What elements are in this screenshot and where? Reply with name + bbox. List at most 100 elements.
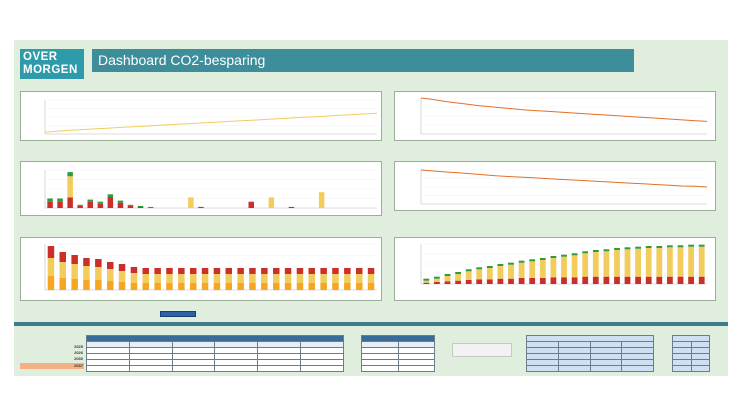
bar-segment: [444, 281, 451, 284]
toggle-button[interactable]: [160, 311, 196, 317]
bar-segment: [130, 273, 138, 283]
bar-segment: [486, 268, 493, 280]
bar-segment: [47, 201, 53, 208]
bar-segment: [344, 274, 351, 283]
stacked-bar-chart-mid-left: [44, 169, 377, 209]
bar-segment: [688, 276, 694, 284]
bar-segment: [308, 274, 315, 283]
bar-segment: [582, 276, 589, 284]
bar-segment: [356, 283, 363, 290]
bar-segment: [367, 283, 375, 290]
year-label: 2037: [74, 363, 83, 368]
summary-table-right: [526, 335, 654, 372]
bar-segment: [434, 282, 440, 284]
bar-segment: [166, 274, 173, 283]
bar-segment: [47, 246, 55, 258]
bar-segment: [332, 283, 339, 290]
bar-segment: [154, 274, 161, 283]
logo-line-2: MORGEN: [23, 64, 78, 76]
bar-segment: [95, 267, 102, 280]
bar-segment: [142, 274, 149, 283]
bar-segment: [142, 268, 149, 274]
bar-segment: [142, 283, 149, 290]
bar-segment: [497, 278, 504, 284]
bar-segment: [107, 197, 114, 208]
bar-segment: [95, 259, 102, 267]
bar-segment: [603, 249, 610, 252]
bar-segment: [465, 271, 472, 280]
bar-segment: [188, 197, 194, 208]
bar-segment: [667, 276, 673, 284]
bar-segment: [130, 267, 138, 273]
chart-panel-mid-right[interactable]: [394, 161, 716, 211]
bar-segment: [582, 253, 589, 277]
bar-segment: [261, 268, 268, 274]
bar-segment: [97, 203, 104, 208]
series-line: [44, 112, 378, 133]
stacked-bar-chart-bottom-left: [44, 243, 377, 291]
bar-segment: [656, 276, 663, 284]
bar-segment: [166, 268, 173, 274]
chart-panel-mid-left[interactable]: [20, 161, 382, 216]
bar-segment: [455, 280, 461, 284]
bar-segment: [444, 276, 451, 282]
bar-segment: [273, 274, 280, 283]
bar-segment: [677, 276, 684, 284]
chart-panel-bottom-left[interactable]: [20, 237, 382, 301]
dashboard-sheet: OVER MORGEN Dashboard CO2-besparing 2025…: [14, 40, 728, 376]
bar-segment: [529, 261, 536, 278]
bar-segment: [67, 197, 73, 208]
bar-segment: [423, 278, 430, 281]
bar-segment: [645, 276, 652, 284]
bar-segment: [154, 268, 161, 274]
bar-segment: [624, 276, 631, 284]
summary-table-mid: [361, 335, 435, 372]
bar-segment: [550, 256, 557, 258]
year-label: 2026: [74, 350, 83, 355]
bar-segment: [592, 276, 599, 284]
bar-segment: [248, 201, 254, 208]
line-chart-top-right: [420, 97, 708, 135]
bar-segment: [423, 282, 430, 284]
bar-segment: [444, 274, 451, 276]
bar-segment: [107, 281, 114, 290]
bar-segment: [677, 245, 684, 248]
bar-segment: [656, 246, 663, 248]
bar-segment: [166, 283, 173, 290]
bar-segment: [367, 268, 375, 274]
bar-segment: [71, 264, 78, 279]
bar-segment: [367, 274, 375, 283]
bar-segment: [59, 278, 66, 290]
bar-segment: [476, 267, 483, 270]
bar-segment: [77, 205, 83, 208]
series-line: [420, 169, 708, 188]
bar-segment: [667, 245, 673, 248]
bar-segment: [67, 172, 73, 177]
bar-segment: [332, 274, 339, 283]
bar-segment: [698, 276, 705, 284]
bar-segment: [508, 264, 514, 279]
bar-segment: [117, 200, 124, 203]
chart-panel-top-left[interactable]: [20, 91, 382, 141]
overmorgen-logo: OVER MORGEN: [20, 49, 84, 79]
bar-segment: [320, 268, 327, 274]
bar-segment: [198, 206, 204, 208]
bar-segment: [614, 248, 620, 250]
bar-segment: [273, 283, 280, 290]
bar-segment: [667, 247, 673, 277]
chart-panel-top-right[interactable]: [394, 91, 716, 141]
bar-segment: [59, 262, 66, 278]
bar-segment: [273, 268, 280, 274]
bar-segment: [624, 249, 631, 277]
bar-segment: [539, 260, 546, 278]
bar-segment: [225, 283, 232, 290]
bar-segment: [118, 271, 126, 282]
bar-segment: [117, 202, 124, 208]
chart-panel-bottom-right[interactable]: [394, 237, 716, 301]
bar-segment: [308, 283, 315, 290]
bar-segment: [87, 199, 93, 202]
action-button[interactable]: [452, 343, 512, 357]
year-label: 2025: [74, 344, 83, 349]
bar-segment: [107, 194, 114, 198]
bar-segment: [561, 254, 567, 257]
